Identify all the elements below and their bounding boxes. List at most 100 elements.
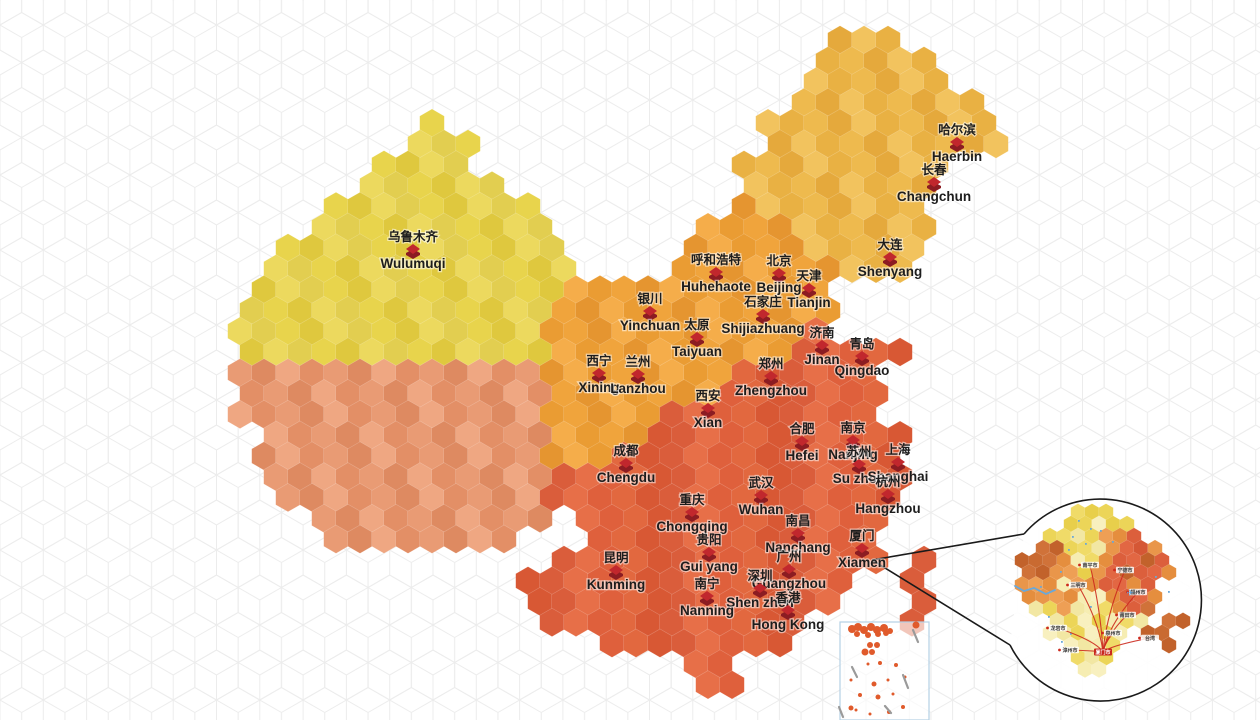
inset-hub-label: 厦门市 [1095, 649, 1110, 656]
city-marker-su-zhou[interactable]: 苏州 Su zhou [831, 443, 886, 488]
city-marker-changchun[interactable]: 长春 Changchun [896, 161, 973, 206]
water-speck [1168, 591, 1170, 593]
city-name-cn: 香港 [774, 590, 801, 605]
city-marker-nanjing[interactable]: 南京 Nanjing [827, 419, 879, 464]
city-marker-diamond [846, 435, 860, 445]
inset-hub-xiamen[interactable]: 厦门市 [1094, 648, 1112, 657]
city-name-en: Zhengzhou [735, 383, 807, 398]
city-marker-qingdao[interactable]: 青岛 Qingdao [833, 335, 890, 380]
city-marker-tianjin[interactable]: 天津 Tianjin [786, 267, 832, 312]
city-marker-chengdu[interactable]: 成都 Chengdu [595, 442, 656, 487]
city-marker-gui-yang[interactable]: 贵阳 Gui yang [679, 531, 739, 576]
city-name-cn: 重庆 [679, 492, 705, 507]
inset-city-node[interactable]: 三明市 [1066, 581, 1087, 589]
city-marker-xian[interactable]: 西安 Xian [692, 387, 723, 432]
inset-city-node[interactable]: 宁德市 [1113, 566, 1134, 574]
city-name-en: Yinchuan [620, 318, 680, 333]
city-marker-kunming[interactable]: 昆明 Kunming [585, 549, 646, 594]
island-dot [854, 631, 860, 637]
inset-hex-cell [1161, 636, 1177, 654]
city-marker-shenyang[interactable]: 大连 Shenyang [856, 236, 923, 281]
island-dot [894, 663, 898, 667]
inset-hex-cell [1161, 563, 1177, 582]
hex-cell [887, 337, 913, 367]
inset-city-label: 南平市 [1082, 562, 1097, 569]
water-speck [1060, 571, 1062, 573]
city-name-cn: 石家庄 [743, 294, 782, 309]
city-marker-yinchuan[interactable]: 银川 Yinchuan [619, 290, 682, 335]
city-name-en: Su zhou [833, 471, 886, 486]
city-marker-hong-kong[interactable]: 香港 Hong Kong [750, 589, 825, 634]
city-marker-diamond [764, 371, 778, 381]
inset-city-node[interactable]: 南平市 [1078, 561, 1099, 569]
city-marker-xiamen[interactable]: 厦门 Xiamen [837, 527, 888, 572]
city-marker-diamond [791, 528, 805, 538]
inset-city-node[interactable]: 台湾 [1138, 634, 1159, 642]
city-name-en: Taiyuan [672, 344, 722, 359]
map-hex-tiles [227, 25, 1009, 700]
city-name-cn: 济南 [809, 325, 835, 340]
city-marker-xining[interactable]: 西宁 Xining [577, 352, 621, 397]
inset-city-dot [1113, 568, 1116, 572]
inset-city-label: 三明市 [1070, 582, 1085, 589]
island-dot [886, 678, 890, 682]
city-marker-guangzhou[interactable]: 广州 Guangzhou [751, 548, 828, 593]
city-marker-wuhan[interactable]: 武汉 Wuhan [737, 474, 784, 518]
island-dot [901, 705, 905, 709]
city-marker-diamond [802, 283, 816, 293]
city-name-cn: 兰州 [625, 354, 650, 369]
city-marker-haerbin[interactable]: 哈尔滨 Haerbin [931, 121, 984, 166]
water-speck [1090, 528, 1092, 530]
city-name-en: Beijing [756, 280, 801, 295]
city-name-cn: 西安 [695, 388, 720, 403]
callout-line-bottom [871, 559, 1011, 646]
city-marker-diamond [631, 369, 645, 379]
city-marker-zhengzhou[interactable]: 郑州 Zhengzhou [734, 355, 809, 400]
city-marker-beijing[interactable]: 北京 Beijing [755, 252, 803, 297]
callout-line-top [871, 533, 1025, 561]
inset-city-node[interactable]: 福州市 [1126, 588, 1147, 596]
inset-city-node[interactable]: 漳州市 [1058, 646, 1079, 654]
city-marker-diamond [891, 457, 905, 467]
water-speck [1085, 543, 1087, 545]
city-marker-shijiazhuang[interactable]: 石家庄 Shijiazhuang [720, 293, 806, 338]
inset-city-node[interactable]: 龙岩市 [1046, 624, 1067, 632]
city-marker-hangzhou[interactable]: 杭州 Hangzhou [854, 473, 922, 517]
city-marker-wulumuqi[interactable]: 乌鲁木齐 Wulumuqi [379, 228, 447, 273]
island-dot [860, 626, 868, 634]
city-marker-taiyuan[interactable]: 太原 Taiyuan [671, 316, 724, 361]
city-name-en: Lanzhou [610, 381, 666, 396]
water-speck [1040, 586, 1042, 588]
city-marker-nanchang[interactable]: 南昌 Nanchang [764, 512, 832, 556]
inset-city-dot [1126, 590, 1129, 594]
flight-curve [1102, 569, 1126, 653]
city-marker-diamond [690, 332, 704, 342]
city-marker-jinan[interactable]: 济南 Jinan [803, 324, 841, 369]
inset-city-node[interactable]: 莆田市 [1115, 611, 1136, 619]
city-marker-diamond [643, 306, 657, 316]
water-speck [1100, 530, 1102, 532]
city-marker-chongqing[interactable]: 重庆 Chongqing [655, 491, 729, 535]
city-marker-shen-zhen[interactable]: 深圳 Shen zhen [725, 567, 795, 612]
hex-cell [983, 129, 1009, 159]
city-name-cn: 深圳 [747, 568, 772, 583]
city-marker-hefei[interactable]: 合肥 Hefei [784, 420, 820, 465]
inset-city-dot [1046, 626, 1049, 630]
city-name-cn: 银川 [637, 291, 662, 306]
inset-city-label: 莆田市 [1119, 612, 1134, 619]
hex-cell [491, 524, 517, 554]
city-name-en: Shijiazhuang [721, 321, 804, 336]
city-marker-diamond [701, 403, 715, 413]
city-marker-lanzhou[interactable]: 兰州 Lanzhou [609, 353, 667, 398]
city-name-en: Kunming [587, 577, 646, 592]
city-marker-huhehaote[interactable]: 呼和浩特 Huhehaote [680, 251, 753, 296]
inset-hex-cell [1175, 612, 1191, 630]
hex-cell [719, 670, 745, 700]
city-name-cn: 南昌 [785, 513, 810, 528]
city-marker-nanning[interactable]: 南宁 Nanning [679, 575, 736, 620]
city-marker-shanghai[interactable]: 上海 Shanghai [866, 441, 929, 486]
city-name-cn: 呼和浩特 [691, 252, 742, 267]
inset-city-dot [1078, 563, 1081, 567]
inset-city-node[interactable]: 泉州市 [1101, 629, 1122, 637]
